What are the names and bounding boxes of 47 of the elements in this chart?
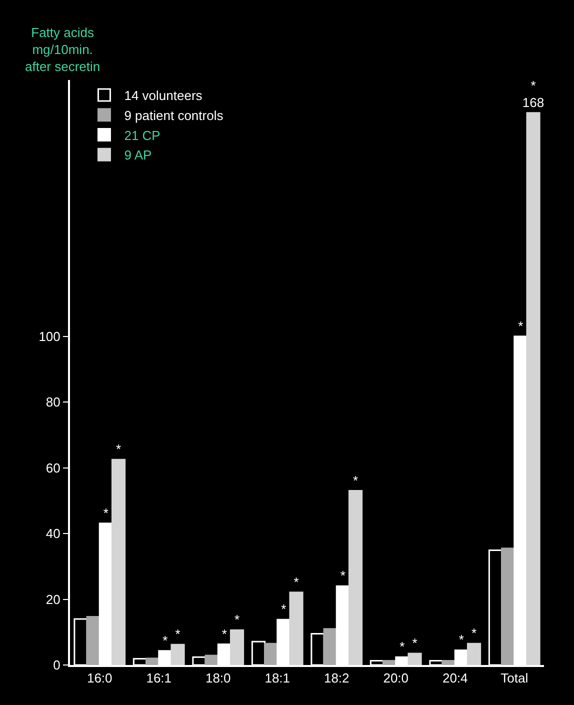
bar: [442, 660, 456, 665]
bar: [382, 660, 397, 665]
data-label: * 168: [522, 78, 544, 110]
bar: [348, 490, 363, 665]
legend-label: 9 AP: [124, 148, 152, 163]
bar: [526, 112, 540, 665]
data-label: *: [518, 318, 524, 334]
data-label: *: [412, 636, 418, 650]
legend-label: 21 CP: [124, 128, 160, 143]
legend-label: 14 volunteers: [124, 88, 203, 104]
x-tick-label: 18:1: [264, 670, 290, 686]
y-tick-label: 80: [46, 394, 60, 410]
data-label: *: [234, 612, 240, 628]
bar: [111, 458, 126, 665]
bar: [170, 644, 185, 665]
y-tick-label: 20: [46, 592, 60, 607]
data-label: *: [352, 472, 358, 488]
bar: [408, 652, 422, 665]
data-label: *: [175, 626, 180, 642]
x-tick-label: 18:2: [324, 670, 350, 686]
data-label: *: [471, 626, 477, 641]
data-label: *: [400, 639, 405, 654]
bar: [204, 654, 219, 665]
y-tick-label: 60: [46, 460, 60, 476]
data-label: *: [458, 632, 464, 648]
data-label: *: [294, 574, 299, 590]
bar: [289, 592, 304, 665]
x-tick-label: 20:0: [383, 670, 409, 686]
data-label: *: [281, 602, 286, 617]
x-tick-label: 18:0: [205, 670, 231, 686]
legend-label: 9 patient controls: [124, 108, 224, 123]
data-label: *: [222, 626, 227, 642]
data-label: *: [162, 632, 168, 648]
bar: [466, 642, 482, 665]
y-tick-label: 100: [38, 328, 60, 344]
data-label: *: [116, 442, 122, 457]
x-tick-label: Total: [500, 670, 528, 686]
y-tick-label: 40: [46, 526, 60, 542]
y-axis-title: Fatty acids mg/10min. after secretin: [25, 25, 100, 74]
y-tick-label: 0: [53, 658, 60, 673]
bar: [230, 629, 244, 665]
x-tick-label: 16:0: [86, 670, 112, 686]
x-tick-label: 20:4: [442, 670, 468, 686]
data-label: *: [340, 568, 346, 584]
data-label: *: [103, 505, 108, 520]
x-tick-label: 16:1: [146, 670, 172, 686]
bar: [146, 658, 160, 665]
